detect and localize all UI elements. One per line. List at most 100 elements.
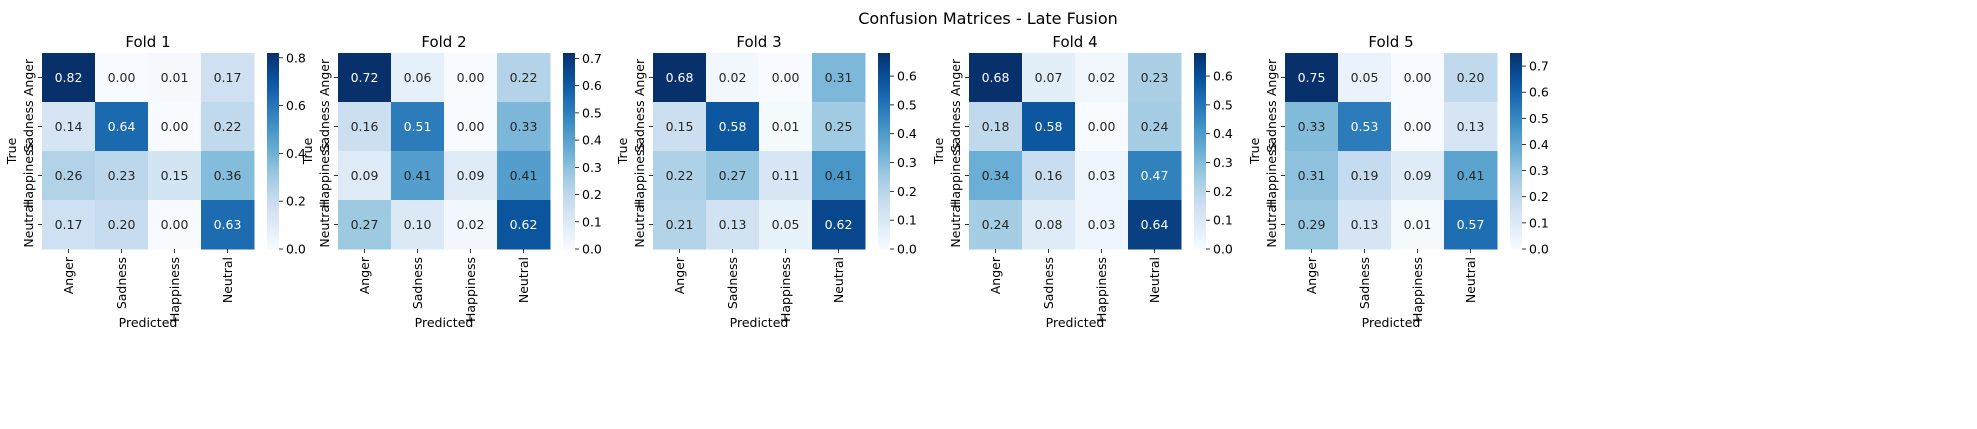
x-axis-label: Predicted [415, 315, 474, 330]
cell-value-label: 0.31 [825, 70, 853, 85]
heatmap-cell [1075, 200, 1129, 250]
heatmap-cell [95, 200, 149, 250]
colorbar-tick-label: 0.4 [1529, 137, 1549, 152]
colorbar-tick-label: 0.3 [897, 155, 917, 170]
heatmap-cell [201, 151, 255, 201]
heatmap-cell [391, 53, 445, 103]
colorbar-tick-label: 0.5 [1529, 111, 1549, 126]
heatmap-cell [391, 102, 445, 152]
x-tick-label: Happiness [463, 257, 478, 322]
cell-value-label: 0.27 [719, 168, 747, 183]
colorbar-tick-label: 0.4 [286, 146, 306, 161]
heatmap-cell [759, 200, 813, 250]
cell-value-label: 0.00 [108, 70, 136, 85]
cell-value-label: 0.62 [825, 217, 853, 232]
heatmap-cell [653, 200, 707, 250]
cell-value-label: 0.17 [55, 217, 83, 232]
panel-title: Fold 1 [125, 33, 170, 51]
x-axis-label: Predicted [119, 315, 178, 330]
y-tick-label: Anger [1264, 58, 1279, 96]
colorbar [267, 53, 279, 249]
cell-value-label: 0.16 [1035, 168, 1063, 183]
y-tick-label: Anger [948, 58, 963, 96]
colorbar-tick-label: 0.3 [1529, 163, 1549, 178]
colorbar-tick-label: 0.2 [1529, 189, 1549, 204]
cell-value-label: 0.27 [351, 217, 379, 232]
heatmap-cell [1075, 102, 1129, 152]
cell-value-label: 0.57 [1457, 217, 1485, 232]
x-tick-label: Happiness [1410, 257, 1425, 322]
colorbar-tick-label: 0.0 [897, 242, 917, 257]
cell-value-label: 0.24 [982, 217, 1010, 232]
colorbar-tick-label: 0.7 [1529, 59, 1549, 74]
heatmap-cell [1075, 53, 1129, 103]
heatmap-cell [969, 200, 1023, 250]
heatmap-cell [444, 200, 498, 250]
cell-value-label: 0.13 [719, 217, 747, 232]
heatmap-panel-3: Fold 3 0.68 0.02 0.00 0.31 0.15 0.58 0.01 0.25 0.… [615, 33, 917, 330]
heatmap-cell [1075, 151, 1129, 201]
cell-value-label: 0.14 [55, 119, 83, 134]
cell-value-label: 0.00 [772, 70, 800, 85]
x-tick-label: Happiness [1094, 257, 1109, 322]
heatmap-cell [706, 151, 760, 201]
cell-value-label: 0.26 [55, 168, 83, 183]
heatmap-cell [1338, 53, 1392, 103]
cell-value-label: 0.68 [982, 70, 1010, 85]
cell-value-label: 0.00 [457, 70, 485, 85]
cell-value-label: 0.13 [1457, 119, 1485, 134]
cell-value-label: 0.23 [1141, 70, 1169, 85]
heatmap-cell [1022, 53, 1076, 103]
cell-value-label: 0.20 [108, 217, 136, 232]
cell-value-label: 0.24 [1141, 119, 1169, 134]
cell-value-label: 0.02 [1088, 70, 1116, 85]
colorbar-tick-label: 0.2 [286, 194, 306, 209]
colorbar-tick-label: 0.4 [1213, 126, 1233, 141]
cell-value-label: 0.29 [1298, 217, 1326, 232]
y-tick-label: Anger [632, 58, 647, 96]
x-tick-label: Happiness [167, 257, 182, 322]
cell-value-label: 0.15 [666, 119, 694, 134]
heatmap-panel-5: Fold 5 0.75 0.05 0.00 0.20 0.33 0.53 0.00 0.13 0.… [1247, 33, 1549, 330]
heatmap-cell [706, 200, 760, 250]
heatmap-cell [148, 53, 202, 103]
y-tick-label: Anger [21, 58, 36, 96]
x-axis-label: Predicted [730, 315, 789, 330]
panel-title: Fold 4 [1052, 33, 1097, 51]
cell-value-label: 0.09 [1404, 168, 1432, 183]
heatmap-cell [497, 53, 551, 103]
cell-value-label: 0.36 [214, 168, 242, 183]
cell-value-label: 0.75 [1298, 70, 1326, 85]
cell-value-label: 0.01 [772, 119, 800, 134]
y-tick-label: Happiness [632, 143, 647, 208]
colorbar-tick-label: 0.6 [897, 69, 917, 84]
colorbar-tick-label: 0.6 [286, 98, 306, 113]
cell-value-label: 0.00 [1404, 119, 1432, 134]
x-tick-label: Anger [61, 256, 76, 294]
heatmap-cell [338, 102, 392, 152]
x-tick-label: Anger [672, 256, 687, 294]
x-tick-label: Neutral [1463, 257, 1478, 303]
cell-value-label: 0.47 [1141, 168, 1169, 183]
heatmap-cell [201, 200, 255, 250]
colorbar [563, 53, 575, 249]
heatmap-cell [1444, 102, 1498, 152]
heatmap-cell [201, 102, 255, 152]
cell-value-label: 0.62 [510, 217, 538, 232]
cell-value-label: 0.00 [1088, 119, 1116, 134]
y-axis-label: True [300, 137, 315, 165]
cell-value-label: 0.41 [510, 168, 538, 183]
heatmap-cell [1128, 102, 1182, 152]
y-tick-label: Neutral [948, 201, 963, 247]
heatmap-cell [1338, 151, 1392, 201]
panel-title: Fold 5 [1368, 33, 1413, 51]
colorbar-tick-label: 0.1 [897, 213, 917, 228]
cell-value-label: 0.34 [982, 168, 1010, 183]
heatmap-cell [1128, 151, 1182, 201]
y-tick-label: Sadness [632, 100, 647, 152]
cell-value-label: 0.07 [1035, 70, 1063, 85]
cell-value-label: 0.01 [1404, 217, 1432, 232]
cell-value-label: 0.02 [457, 217, 485, 232]
